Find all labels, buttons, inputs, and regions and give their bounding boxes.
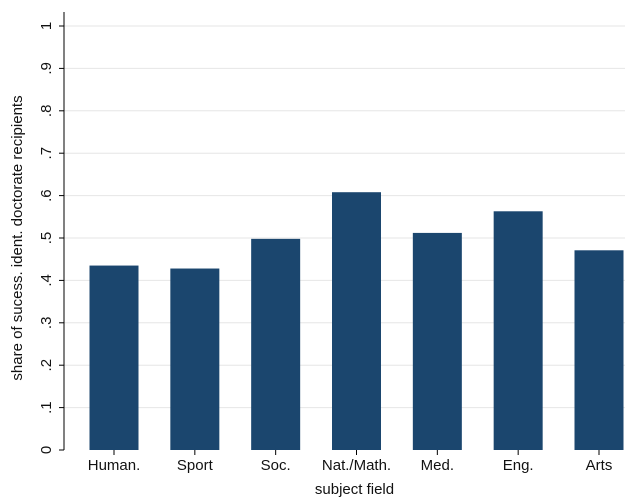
y-tick-label: .2: [38, 359, 55, 372]
x-axis-title: subject field: [315, 481, 394, 498]
bar: [493, 211, 543, 450]
y-axis-title: share of sucess. ident. doctorate recipi…: [9, 95, 26, 380]
x-tick-label: Eng.: [503, 457, 534, 474]
x-tick-label: Human.: [88, 457, 141, 474]
bar: [251, 238, 301, 450]
y-tick-label: .4: [38, 274, 55, 287]
y-tick-label: 1: [38, 22, 55, 30]
y-tick-label: .3: [38, 317, 55, 330]
y-tick-label: .9: [38, 62, 55, 75]
x-tick-label: Nat./Math.: [322, 457, 391, 474]
x-tick-label: Sport: [177, 457, 214, 474]
y-tick-label: .6: [38, 189, 55, 202]
x-tick-label: Med.: [421, 457, 454, 474]
y-tick-label: .5: [38, 232, 55, 245]
x-axis-ticks: Human. Sport Soc. Nat./Math. Med. Eng. Arts: [88, 450, 613, 474]
y-tick-label: .1: [38, 401, 55, 414]
y-tick-label: .8: [38, 105, 55, 118]
y-axis-ticks: 0 .1 .2 .3 .4 .5 .6 .7 .8 .9 1: [38, 22, 64, 454]
bars: [89, 192, 624, 450]
x-tick-label: Arts: [586, 457, 613, 474]
bar: [332, 192, 381, 450]
bar: [89, 265, 139, 450]
bar: [170, 268, 220, 450]
x-tick-label: Soc.: [261, 457, 291, 474]
bar: [574, 250, 624, 450]
y-tick-label: 0: [38, 446, 55, 454]
bar: [412, 232, 462, 450]
y-tick-label: .7: [38, 147, 55, 160]
